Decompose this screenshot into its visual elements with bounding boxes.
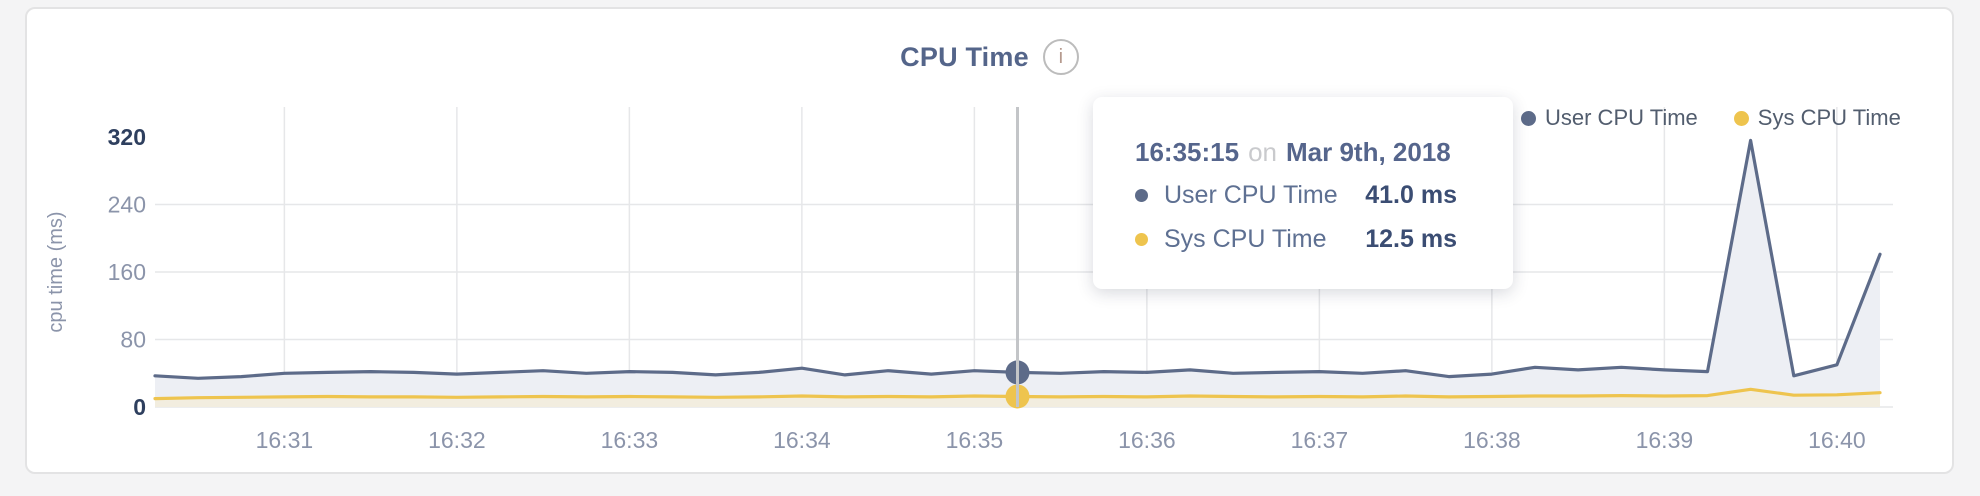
svg-text:240: 240 bbox=[108, 192, 146, 218]
svg-text:160: 160 bbox=[108, 259, 146, 285]
tooltip-header: 16:35:15 on Mar 9th, 2018 bbox=[1135, 137, 1457, 167]
chart-header: CPU Time i bbox=[27, 39, 1952, 75]
svg-text:80: 80 bbox=[120, 327, 146, 353]
svg-text:16:38: 16:38 bbox=[1463, 427, 1521, 453]
tooltip-label-sys: Sys CPU Time bbox=[1164, 225, 1327, 253]
svg-text:16:34: 16:34 bbox=[773, 427, 831, 453]
tooltip-label-user: User CPU Time bbox=[1164, 181, 1338, 209]
user-series-dot-icon bbox=[1135, 189, 1148, 202]
sys-series-dot-icon bbox=[1733, 110, 1749, 126]
chart-tooltip: 16:35:15 on Mar 9th, 2018 User CPU Time 41… bbox=[1093, 97, 1513, 289]
svg-text:16:32: 16:32 bbox=[428, 427, 486, 453]
svg-text:16:31: 16:31 bbox=[256, 427, 314, 453]
user-series-dot-icon bbox=[1521, 110, 1536, 126]
chart-legend: User CPU Time Sys CPU Time bbox=[1521, 105, 1901, 131]
y-axis-title: cpu time (ms) bbox=[45, 211, 67, 332]
tooltip-row-user: User CPU Time 41.0 ms bbox=[1135, 180, 1457, 211]
svg-text:16:40: 16:40 bbox=[1808, 427, 1866, 453]
legend-label-user: User CPU Time bbox=[1545, 105, 1698, 130]
tooltip-time: 16:35:15 bbox=[1135, 137, 1240, 167]
svg-text:16:36: 16:36 bbox=[1118, 427, 1176, 453]
info-icon[interactable]: i bbox=[1042, 39, 1079, 75]
tooltip-date: Mar 9th, 2018 bbox=[1286, 137, 1451, 167]
svg-text:16:39: 16:39 bbox=[1636, 427, 1694, 453]
sys-series-dot-icon bbox=[1135, 233, 1148, 246]
legend-item-user-cpu-time[interactable]: User CPU Time bbox=[1521, 105, 1698, 131]
legend-item-sys-cpu-time[interactable]: Sys CPU Time bbox=[1733, 105, 1901, 131]
svg-text:16:37: 16:37 bbox=[1291, 427, 1349, 453]
tooltip-row-sys: Sys CPU Time 12.5 ms bbox=[1135, 224, 1457, 255]
tooltip-value-user: 41.0 ms bbox=[1365, 181, 1457, 209]
svg-text:320: 320 bbox=[108, 124, 146, 150]
tooltip-on-word: on bbox=[1248, 137, 1277, 167]
svg-text:16:35: 16:35 bbox=[946, 427, 1004, 453]
chart-title: CPU Time bbox=[900, 41, 1029, 72]
tooltip-value-sys: 12.5 ms bbox=[1365, 225, 1457, 253]
svg-text:0: 0 bbox=[133, 394, 146, 420]
svg-text:16:33: 16:33 bbox=[601, 427, 659, 453]
legend-label-sys: Sys CPU Time bbox=[1757, 105, 1901, 130]
